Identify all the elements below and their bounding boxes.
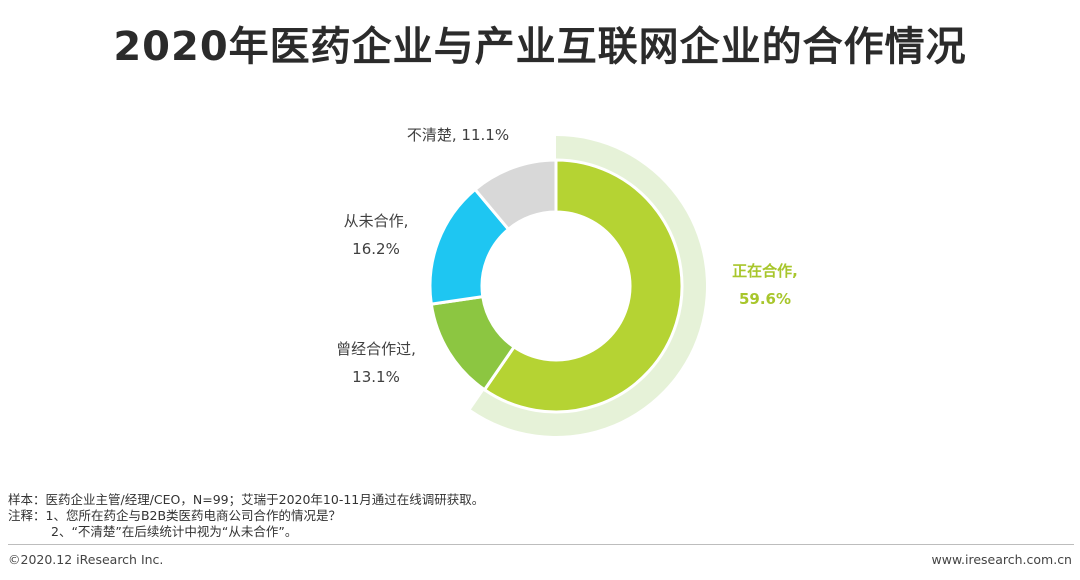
slice-label: 正在合作, [732, 262, 798, 280]
notes-block: 样本：医药企业主管/经理/CEO，N=99；艾瑞于2020年10-11月通过在线… [8, 492, 484, 540]
slice-label: 不清楚, 11.1% [407, 126, 509, 144]
donut-slice [472, 158, 558, 232]
slice-label: 曾经合作过, [336, 340, 416, 358]
page-title: 2020年医药企业与产业互联网企业的合作情况 [113, 24, 967, 70]
slice-value-label: 59.6% [739, 290, 791, 308]
note-1: 注释：1、您所在药企与B2B类医药电商公司合作的情况是？ [8, 508, 342, 523]
slice-value-label: 13.1% [352, 368, 400, 386]
slice-value-label: 16.2% [352, 240, 400, 258]
website-link[interactable]: www.iresearch.com.cn [931, 552, 1073, 567]
copyright: ©2020.12 iResearch Inc. [8, 552, 164, 567]
note-2: 2、“不清楚”在后续统计中视为“从未合作”。 [51, 524, 298, 539]
footer-divider [8, 544, 1074, 545]
sample-note: 样本：医药企业主管/经理/CEO，N=99；艾瑞于2020年10-11月通过在线… [8, 492, 485, 507]
highlight-ring [470, 136, 706, 437]
slice-label: 从未合作, [344, 212, 409, 230]
donut-slice [482, 158, 684, 414]
donut-chart: 正在合作, 59.6% 曾经合作过, 13.1% 从未合作, 16.2% 不清楚, 11.1… [336, 126, 798, 437]
